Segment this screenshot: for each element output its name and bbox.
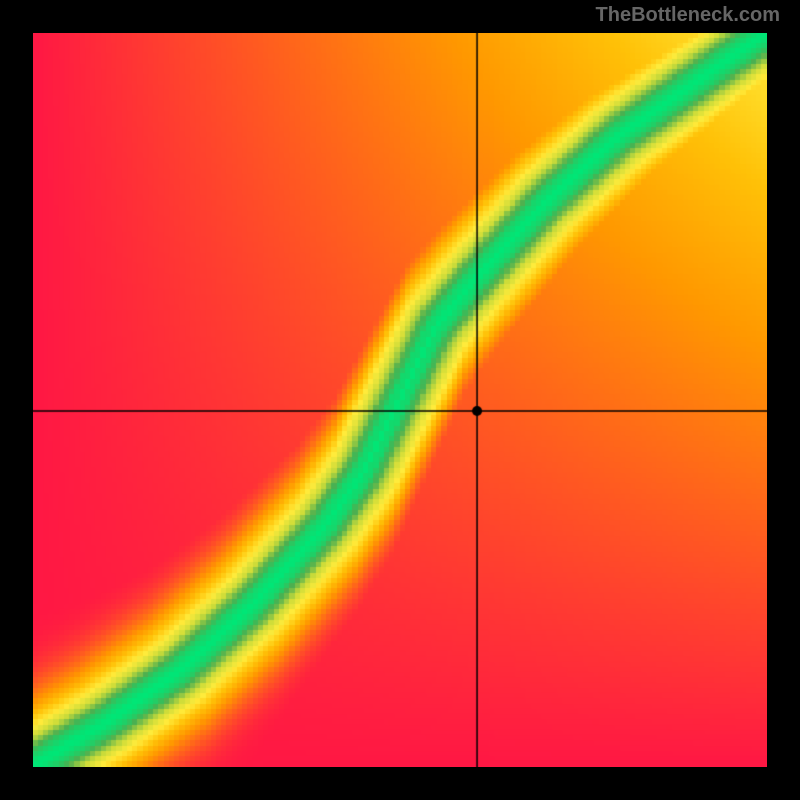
bottleneck-heatmap xyxy=(33,33,767,767)
chart-container: TheBottleneck.com xyxy=(0,0,800,800)
watermark-text: TheBottleneck.com xyxy=(596,4,780,27)
